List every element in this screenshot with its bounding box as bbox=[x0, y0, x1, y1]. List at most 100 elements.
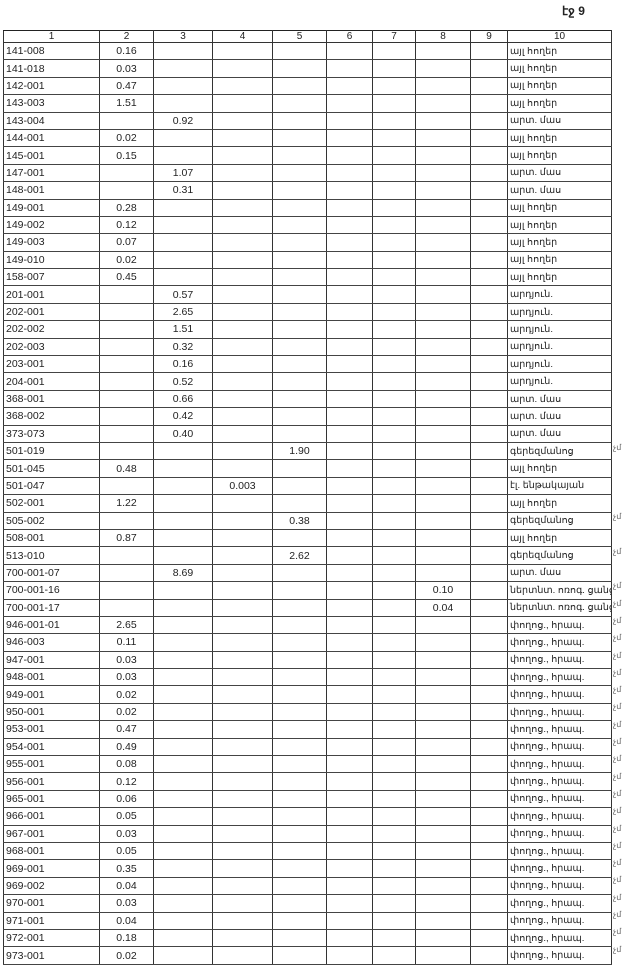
table-row: 946-001-01 2.65 փողոց., հրապ. bbox=[3, 615, 612, 635]
parcel-code-cell: 948-001 bbox=[3, 668, 100, 687]
area-cell bbox=[326, 824, 373, 843]
area-cell bbox=[415, 128, 471, 148]
area-cell bbox=[470, 685, 508, 704]
area-cell bbox=[470, 859, 508, 878]
area-cell bbox=[470, 146, 508, 165]
area-cell bbox=[470, 285, 508, 304]
parcel-code-cell: 973-001 bbox=[3, 946, 100, 965]
parcel-code-cell: 508-001 bbox=[3, 528, 100, 548]
parcel-code-cell: 700-001-17 bbox=[3, 598, 100, 617]
land-use-cell: փողոց., հրապ. bbox=[507, 615, 612, 635]
area-cell bbox=[326, 476, 373, 496]
area-cell bbox=[415, 59, 471, 78]
area-cell bbox=[272, 76, 327, 96]
area-cell: 0.02 bbox=[99, 685, 154, 704]
area-cell bbox=[415, 250, 471, 270]
parcel-code-cell: 143-003 bbox=[3, 94, 100, 113]
table-row: 966-001 0.05 փողոց., հրապ. bbox=[3, 807, 612, 826]
area-cell bbox=[326, 859, 373, 878]
table-row: 203-001 0.16 արդյուն. bbox=[3, 355, 612, 374]
parcel-code-cell: 956-001 bbox=[3, 772, 100, 791]
area-cell bbox=[153, 581, 213, 600]
margin-note: չմ bbox=[613, 754, 622, 764]
area-cell bbox=[470, 320, 508, 339]
table-row: 949-001 0.02 փողոց., հրապ. bbox=[3, 685, 612, 704]
area-cell bbox=[372, 337, 416, 357]
area-cell bbox=[470, 737, 508, 757]
area-cell bbox=[415, 824, 471, 843]
area-cell bbox=[470, 928, 508, 948]
area-cell bbox=[470, 789, 508, 809]
area-cell bbox=[372, 459, 416, 478]
area-cell bbox=[326, 633, 373, 652]
area-cell bbox=[415, 876, 471, 896]
table-row: 508-001 0.87 այլ հողեր bbox=[3, 528, 612, 548]
parcel-code-cell: 203-001 bbox=[3, 355, 100, 374]
area-cell: 0.04 bbox=[415, 598, 471, 617]
area-cell bbox=[470, 755, 508, 774]
land-use-cell: ներտնտ. ոռոգ. ցանց bbox=[507, 598, 612, 617]
parcel-code-cell: 204-001 bbox=[3, 372, 100, 391]
area-cell bbox=[415, 198, 471, 217]
margin-note: չմ bbox=[613, 702, 622, 712]
area-cell: 0.03 bbox=[99, 650, 154, 670]
area-cell bbox=[415, 215, 471, 235]
area-cell bbox=[212, 302, 273, 322]
area-cell bbox=[372, 76, 416, 96]
area-cell: 0.04 bbox=[99, 876, 154, 896]
area-cell: 0.18 bbox=[99, 928, 154, 948]
area-cell bbox=[326, 720, 373, 739]
area-cell bbox=[212, 946, 273, 965]
area-cell bbox=[212, 94, 273, 113]
area-cell bbox=[415, 494, 471, 513]
area-cell: 0.02 bbox=[99, 702, 154, 722]
land-use-cell: արդյուն. bbox=[507, 302, 612, 322]
area-cell bbox=[153, 894, 213, 913]
table-row: 149-002 0.12 այլ հողեր bbox=[3, 215, 612, 235]
table-row: 141-018 0.03 այլ հողեր bbox=[3, 59, 612, 78]
land-use-cell: այլ հողեր bbox=[507, 268, 612, 287]
margin-note: չմ bbox=[613, 581, 622, 591]
area-cell bbox=[212, 702, 273, 722]
area-cell bbox=[212, 841, 273, 861]
land-use-cell: փողոց., հրապ. bbox=[507, 755, 612, 774]
area-cell bbox=[470, 181, 508, 200]
area-cell bbox=[415, 285, 471, 304]
column-header: 3 bbox=[153, 30, 213, 43]
land-use-cell: արտ. մաս bbox=[507, 163, 612, 183]
area-cell bbox=[326, 94, 373, 113]
area-cell: 0.15 bbox=[99, 146, 154, 165]
area-cell bbox=[272, 824, 327, 843]
area-cell bbox=[470, 407, 508, 426]
area-cell bbox=[372, 876, 416, 896]
land-use-cell: այլ հողեր bbox=[507, 528, 612, 548]
area-cell bbox=[212, 163, 273, 183]
area-cell: 0.03 bbox=[99, 824, 154, 843]
margin-note: չմ bbox=[613, 927, 622, 937]
parcel-code-cell: 946-003 bbox=[3, 633, 100, 652]
table-row: 973-001 0.02 փողոց., հրապ. bbox=[3, 946, 612, 965]
area-cell bbox=[272, 946, 327, 965]
area-cell bbox=[470, 494, 508, 513]
area-cell bbox=[272, 424, 327, 443]
area-cell bbox=[372, 789, 416, 809]
area-cell bbox=[326, 755, 373, 774]
margin-note: չմ bbox=[613, 546, 622, 556]
land-use-cell: արդյուն. bbox=[507, 355, 612, 374]
table-row: 143-004 0.92 արտ. մաս bbox=[3, 111, 612, 130]
table-row: 149-010 0.02 այլ հողեր bbox=[3, 250, 612, 270]
area-cell bbox=[372, 181, 416, 200]
area-cell bbox=[153, 494, 213, 513]
area-cell bbox=[212, 772, 273, 791]
area-cell bbox=[153, 598, 213, 617]
area-cell: 0.87 bbox=[99, 528, 154, 548]
area-cell bbox=[272, 459, 327, 478]
area-cell bbox=[272, 407, 327, 426]
area-cell bbox=[326, 668, 373, 687]
area-cell bbox=[153, 650, 213, 670]
area-cell: 0.16 bbox=[153, 355, 213, 374]
area-cell bbox=[372, 581, 416, 600]
area-cell bbox=[212, 737, 273, 757]
area-cell bbox=[470, 94, 508, 113]
area-cell bbox=[372, 94, 416, 113]
